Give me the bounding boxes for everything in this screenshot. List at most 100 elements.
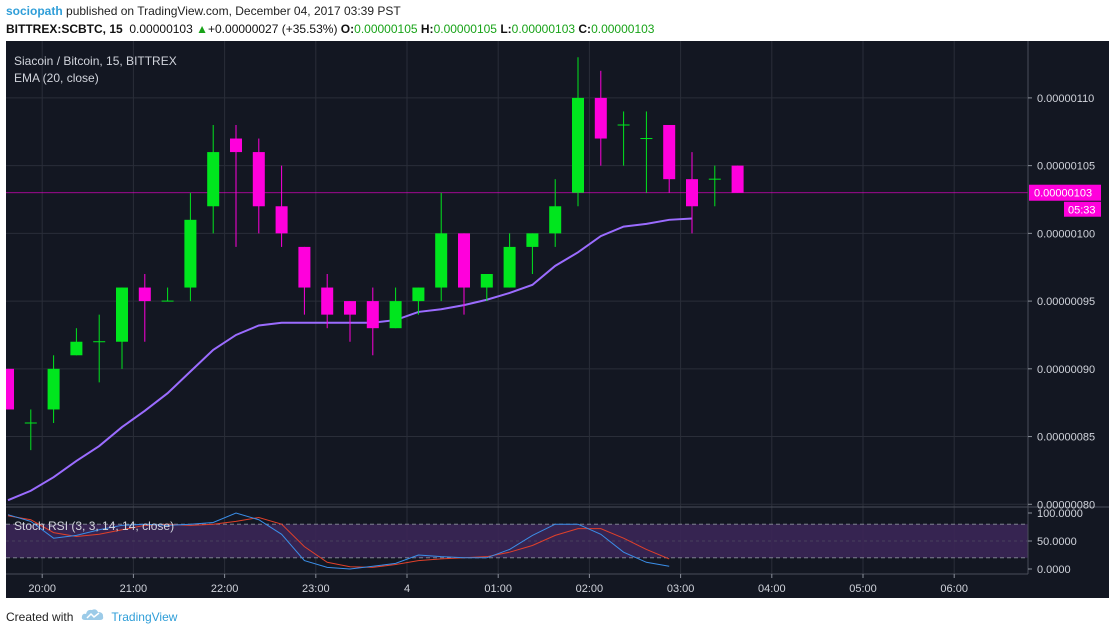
candle[interactable]: [2, 368, 14, 410]
candle-body: [252, 152, 265, 207]
chart-svg[interactable]: 0.00000110 0.00000105 0.00000100 0.00000095…: [2, 41, 1109, 598]
rsi-tick-label: 0.0000: [1037, 564, 1071, 576]
price-tick-label: 0.00000080: [1037, 499, 1095, 511]
candle[interactable]: [298, 246, 311, 315]
candle[interactable]: [47, 355, 60, 424]
candle[interactable]: [731, 165, 744, 193]
close-value: 0.00000103: [591, 22, 655, 36]
publish-header: sociopath published on TradingView.com, …: [6, 4, 401, 18]
candle[interactable]: [458, 233, 470, 315]
candle[interactable]: [435, 192, 448, 302]
time-tick-label: 23:00: [302, 583, 330, 595]
candle-body: [47, 368, 60, 410]
stoch-rsi-d-line: [7, 515, 670, 568]
candle[interactable]: [572, 57, 584, 207]
candle-body: [138, 287, 151, 302]
candle-body: [686, 179, 698, 207]
candle[interactable]: [640, 111, 653, 193]
candle-body: [503, 246, 516, 288]
candle[interactable]: [93, 314, 106, 383]
chart-area[interactable]: 0.00000110 0.00000105 0.00000100 0.00000095…: [2, 41, 1109, 598]
candle[interactable]: [480, 274, 493, 302]
candle-body: [663, 124, 676, 180]
candle-body: [572, 97, 584, 193]
price-change: +0.00000027 (+35.53%): [208, 22, 338, 36]
rsi-tick-label: 50.0000: [1037, 536, 1077, 548]
time-tick-label: 21:00: [120, 583, 148, 595]
candle[interactable]: [138, 274, 151, 342]
time-tick-label: 06:00: [940, 583, 968, 595]
candle-body: [184, 219, 197, 288]
price-tick-label: 0.00000095: [1037, 296, 1095, 308]
time-tick-label: 02:00: [576, 583, 604, 595]
candle-body: [207, 152, 220, 207]
candle[interactable]: [663, 124, 676, 193]
stoch-rsi-label: Stoch RSI (3, 3, 14, 14, close): [14, 519, 174, 533]
candle[interactable]: [24, 409, 37, 451]
stoch-rsi-k-line: [7, 512, 670, 570]
candle[interactable]: [321, 274, 334, 329]
time-tick-label: 04:00: [758, 583, 786, 595]
ema-label: EMA (20, close): [14, 71, 99, 85]
chart-title: Siacoin / Bitcoin, 15, BITTREX: [14, 54, 177, 68]
author-link[interactable]: sociopath: [6, 4, 63, 18]
published-text: published on TradingView.com, December 0…: [66, 4, 401, 18]
candle[interactable]: [389, 287, 402, 329]
price-tick-label: 0.00000085: [1037, 432, 1095, 444]
candle[interactable]: [161, 287, 174, 302]
candle-body: [435, 233, 448, 288]
candle[interactable]: [708, 165, 721, 207]
high-value: 0.00000105: [433, 22, 497, 36]
candle[interactable]: [617, 111, 630, 166]
candle[interactable]: [412, 287, 425, 315]
footer: Created with TradingView: [6, 608, 177, 625]
time-tick-label: 22:00: [211, 583, 239, 595]
candle[interactable]: [184, 192, 197, 302]
candle-body: [526, 233, 539, 247]
candle-body: [549, 206, 562, 234]
candle-body: [230, 138, 242, 153]
price-tick-label: 0.00000090: [1037, 364, 1095, 376]
candle[interactable]: [116, 287, 128, 369]
candle-body: [298, 246, 311, 288]
countdown-badge: [1064, 201, 1101, 217]
price-tick-label: 0.00000100: [1037, 228, 1095, 240]
candle[interactable]: [275, 165, 288, 247]
tradingview-cloud-icon[interactable]: [81, 608, 105, 625]
candle-body: [412, 287, 425, 302]
candle[interactable]: [344, 301, 356, 342]
candle[interactable]: [230, 124, 242, 247]
candle-body: [480, 274, 493, 288]
low-value: 0.00000103: [511, 22, 576, 36]
candle[interactable]: [503, 233, 516, 288]
up-triangle-icon: ▲: [196, 22, 208, 36]
close-label: C:: [578, 22, 592, 36]
candle-body: [70, 341, 83, 356]
open-label: O:: [340, 22, 355, 36]
last-price: 0.00000103: [129, 22, 193, 36]
price-tick-label: 0.00000110: [1037, 93, 1094, 105]
time-tick-label: 20:00: [28, 583, 56, 595]
time-tick-label: 4: [404, 583, 410, 595]
candle[interactable]: [366, 287, 379, 356]
rsi-tick-label: 100.0000: [1037, 508, 1083, 520]
tradingview-brand-link[interactable]: TradingView: [111, 609, 178, 624]
candle[interactable]: [70, 328, 83, 356]
candle-body: [275, 206, 288, 234]
candle-body: [366, 301, 379, 329]
candle-body: [321, 287, 334, 315]
time-tick-label: 01:00: [484, 583, 512, 595]
ohlc-header: BITTREX:SCBTC, 15 0.00000103 ▲+0.0000002…: [6, 22, 654, 36]
candle[interactable]: [686, 152, 698, 234]
time-tick-label: 05:00: [849, 583, 877, 595]
time-tick-label: 03:00: [667, 583, 695, 595]
candle-body: [116, 287, 128, 342]
candle[interactable]: [252, 138, 265, 234]
candle[interactable]: [549, 179, 562, 247]
candle[interactable]: [526, 233, 539, 274]
candle-body: [389, 301, 402, 329]
candle[interactable]: [594, 70, 607, 166]
candle-body: [458, 233, 470, 288]
candle-body: [344, 301, 356, 315]
candle[interactable]: [207, 124, 220, 234]
